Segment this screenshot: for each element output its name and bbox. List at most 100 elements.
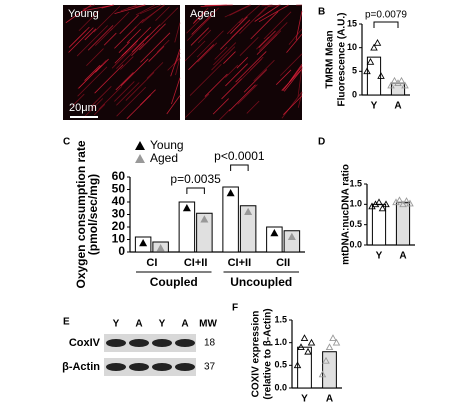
fiber (253, 59, 275, 82)
fiber (229, 4, 252, 16)
fiber (125, 72, 155, 101)
bracket (186, 187, 205, 194)
fiber (204, 73, 228, 97)
bar (395, 201, 411, 246)
fiber (90, 86, 112, 107)
fiber (95, 28, 113, 46)
fiber (131, 43, 145, 57)
legend-marker (135, 141, 145, 150)
fiber (188, 44, 215, 71)
bracket (230, 164, 249, 171)
legend-label: Young (150, 138, 184, 152)
fiber (139, 23, 166, 51)
fiber (166, 95, 181, 115)
y-tick-label: 0 (118, 244, 125, 258)
fiber (224, 4, 250, 18)
fiber (202, 7, 219, 25)
fiber (213, 42, 237, 66)
fiber (93, 5, 121, 33)
blot-mw: 37 (204, 362, 216, 373)
x-tick-label: A (399, 251, 406, 262)
y-tick-label: 0.5 (349, 219, 362, 229)
data-point (322, 356, 330, 364)
data-point (371, 200, 380, 208)
blot-band (175, 363, 195, 371)
fiber (98, 86, 123, 110)
x-tick-label: Y (371, 101, 378, 112)
data-point (387, 81, 395, 89)
y-tick-label: 1.0 (274, 337, 287, 347)
y-tick-label: 10 (112, 232, 126, 246)
fiber (258, 22, 288, 51)
fiber (225, 63, 248, 87)
fiber (116, 38, 147, 69)
data-point (300, 334, 309, 341)
fiber (126, 28, 142, 44)
fiber (86, 48, 104, 66)
y-tick-label: 40 (112, 194, 126, 208)
y-tick-label: 1.0 (349, 199, 362, 209)
fiber (146, 62, 164, 79)
fiber (115, 72, 134, 91)
bracket (373, 21, 399, 28)
fiber (197, 29, 212, 44)
data-point (401, 81, 409, 89)
image-label: Young (68, 8, 99, 20)
fiber (211, 46, 236, 71)
fiber (283, 68, 303, 92)
y-tick-label: 1.5 (349, 178, 362, 188)
y-tick-label: 50 (112, 182, 126, 196)
fiber (212, 98, 229, 115)
fiber (286, 33, 303, 53)
panel-label: C (63, 137, 70, 148)
group-label: Uncoupled (230, 275, 292, 289)
x-tick-label: CI+II (184, 257, 208, 269)
x-tick-label: Y (301, 394, 308, 405)
y-tick-label: 0.5 (274, 360, 287, 370)
y-axis-label: COXIV expression (251, 311, 262, 398)
fiber (250, 11, 279, 40)
lane-label: Y (159, 319, 166, 330)
fiber (258, 4, 289, 23)
blot-band (152, 339, 172, 347)
x-tick-label: CII (276, 257, 290, 269)
y-tick-label: 10 (347, 42, 357, 52)
fiber (282, 65, 303, 92)
fiber (230, 16, 248, 34)
fiber (196, 30, 224, 58)
fiber (275, 69, 292, 85)
data-point (368, 202, 376, 210)
fiber (121, 26, 152, 57)
fiber (125, 19, 144, 38)
bar (239, 205, 257, 253)
lane-label: A (181, 319, 188, 330)
fiber (159, 7, 179, 26)
data-point (382, 200, 390, 208)
fiber (116, 82, 140, 106)
y-tick-label: 0.0 (274, 382, 287, 392)
data-point (375, 198, 383, 206)
panel-label: D (318, 137, 325, 148)
fiber (68, 27, 94, 53)
x-tick-label: Y (376, 251, 383, 262)
fiber (68, 26, 90, 48)
bar-marker (200, 215, 209, 223)
y-tick-label: 1.5 (274, 314, 287, 324)
bar (283, 230, 301, 253)
x-tick-label: CI+II (228, 257, 252, 269)
annotation: p<0.0001 (214, 149, 265, 163)
blot-band (129, 339, 149, 347)
blot-band (175, 339, 195, 347)
panel-label: F (232, 303, 238, 314)
y-tick-label: 30 (112, 207, 126, 221)
fiber (94, 64, 124, 94)
fiber (288, 28, 303, 45)
fiber (228, 84, 256, 112)
fiber (84, 28, 97, 41)
bar-marker (156, 244, 165, 252)
image-label: Aged (190, 8, 216, 20)
data-point (390, 76, 399, 84)
y-axis-label: (pmol/sec/mg) (86, 174, 100, 255)
fiber (239, 6, 267, 35)
